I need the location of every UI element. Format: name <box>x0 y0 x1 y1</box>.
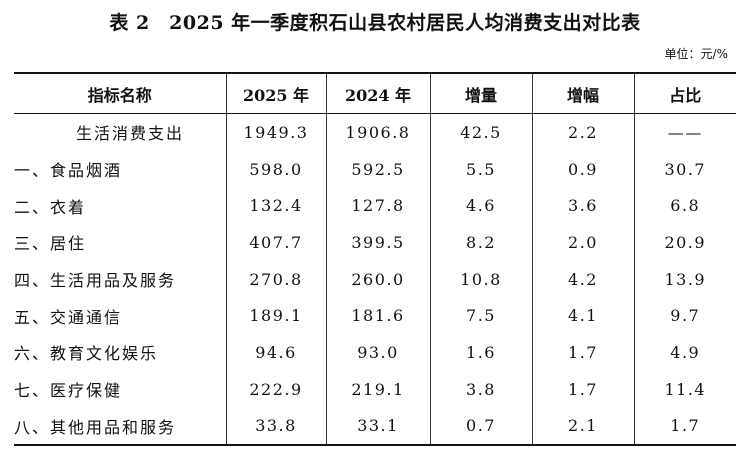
row-name: 生活消费支出 <box>14 113 227 151</box>
cell-share: —— <box>633 113 736 151</box>
header-share: 占比 <box>633 72 736 114</box>
cell-2024: 181.6 <box>325 297 431 335</box>
row-name: 三、居住 <box>14 224 227 261</box>
cell-growth: 4.2 <box>531 260 635 298</box>
header-increase: 增量 <box>429 72 533 114</box>
header-indicator-name: 指标名称 <box>14 72 227 114</box>
cell-growth: 2.0 <box>531 224 635 261</box>
table-title: 表 2 2025 年一季度积石山县农村居民人均消费支出对比表 <box>109 12 641 34</box>
row-name: 五、交通通信 <box>14 297 227 335</box>
table-row: 五、交通通信 189.1 181.6 7.5 4.1 9.7 <box>14 297 736 335</box>
cell-share: 9.7 <box>633 297 736 335</box>
cell-2025: 132.4 <box>225 187 327 225</box>
table-row: 生活消费支出 1949.3 1906.8 42.5 2.2 —— <box>14 113 736 151</box>
cell-2025: 407.7 <box>225 224 327 261</box>
cell-growth: 4.1 <box>531 297 635 335</box>
table-row: 八、其他用品和服务 33.8 33.1 0.7 2.1 1.7 <box>14 407 736 447</box>
cell-growth: 1.7 <box>531 370 635 408</box>
cell-2024: 260.0 <box>325 260 431 298</box>
table-row: 一、食品烟酒 598.0 592.5 5.5 0.9 30.7 <box>14 150 736 188</box>
cell-share: 20.9 <box>633 224 736 261</box>
row-name: 四、生活用品及服务 <box>14 260 227 298</box>
cell-2025: 1949.3 <box>225 113 327 151</box>
row-name: 八、其他用品和服务 <box>14 407 227 447</box>
cell-increase: 4.6 <box>429 187 533 225</box>
table-header-row: 指标名称 2025 年 2024 年 增量 增幅 占比 <box>14 72 736 114</box>
cell-increase: 42.5 <box>429 113 533 151</box>
cell-2025: 189.1 <box>225 297 327 335</box>
cell-growth: 0.9 <box>531 150 635 188</box>
cell-2024: 399.5 <box>325 224 431 261</box>
cell-share: 11.4 <box>633 370 736 408</box>
cell-increase: 1.6 <box>429 334 533 371</box>
row-name: 七、医疗保健 <box>14 370 227 408</box>
cell-2024: 33.1 <box>325 407 431 447</box>
cell-growth: 1.7 <box>531 334 635 371</box>
cell-2024: 1906.8 <box>325 113 431 151</box>
table-row: 三、居住 407.7 399.5 8.2 2.0 20.9 <box>14 224 736 261</box>
cell-increase: 8.2 <box>429 224 533 261</box>
table-row: 四、生活用品及服务 270.8 260.0 10.8 4.2 13.9 <box>14 260 736 298</box>
cell-share: 1.7 <box>633 407 736 447</box>
consumption-table: 指标名称 2025 年 2024 年 增量 增幅 占比 生活消费支出 1949.… <box>14 72 736 447</box>
row-name: 一、食品烟酒 <box>14 150 227 188</box>
cell-2024: 127.8 <box>325 187 431 225</box>
cell-growth: 3.6 <box>531 187 635 225</box>
cell-2025: 94.6 <box>225 334 327 371</box>
cell-increase: 7.5 <box>429 297 533 335</box>
row-name: 二、衣着 <box>14 187 227 225</box>
cell-share: 30.7 <box>633 150 736 188</box>
cell-2024: 93.0 <box>325 334 431 371</box>
cell-share: 4.9 <box>633 334 736 371</box>
cell-growth: 2.1 <box>531 407 635 447</box>
cell-2025: 270.8 <box>225 260 327 298</box>
cell-2025: 33.8 <box>225 407 327 447</box>
header-growth: 增幅 <box>531 72 635 114</box>
cell-increase: 3.8 <box>429 370 533 408</box>
cell-increase: 10.8 <box>429 260 533 298</box>
cell-share: 6.8 <box>633 187 736 225</box>
table-row: 七、医疗保健 222.9 219.1 3.8 1.7 11.4 <box>14 370 736 408</box>
cell-growth: 2.2 <box>531 113 635 151</box>
header-2024: 2024 年 <box>325 72 431 114</box>
cell-increase: 0.7 <box>429 407 533 447</box>
cell-increase: 5.5 <box>429 150 533 188</box>
table-row: 六、教育文化娱乐 94.6 93.0 1.6 1.7 4.9 <box>14 334 736 371</box>
table-row: 二、衣着 132.4 127.8 4.6 3.6 6.8 <box>14 187 736 225</box>
row-name: 六、教育文化娱乐 <box>14 334 227 371</box>
cell-share: 13.9 <box>633 260 736 298</box>
unit-label: 单位：元/% <box>664 47 728 61</box>
cell-2025: 598.0 <box>225 150 327 188</box>
header-2025: 2025 年 <box>225 72 327 114</box>
cell-2025: 222.9 <box>225 370 327 408</box>
cell-2024: 592.5 <box>325 150 431 188</box>
cell-2024: 219.1 <box>325 370 431 408</box>
